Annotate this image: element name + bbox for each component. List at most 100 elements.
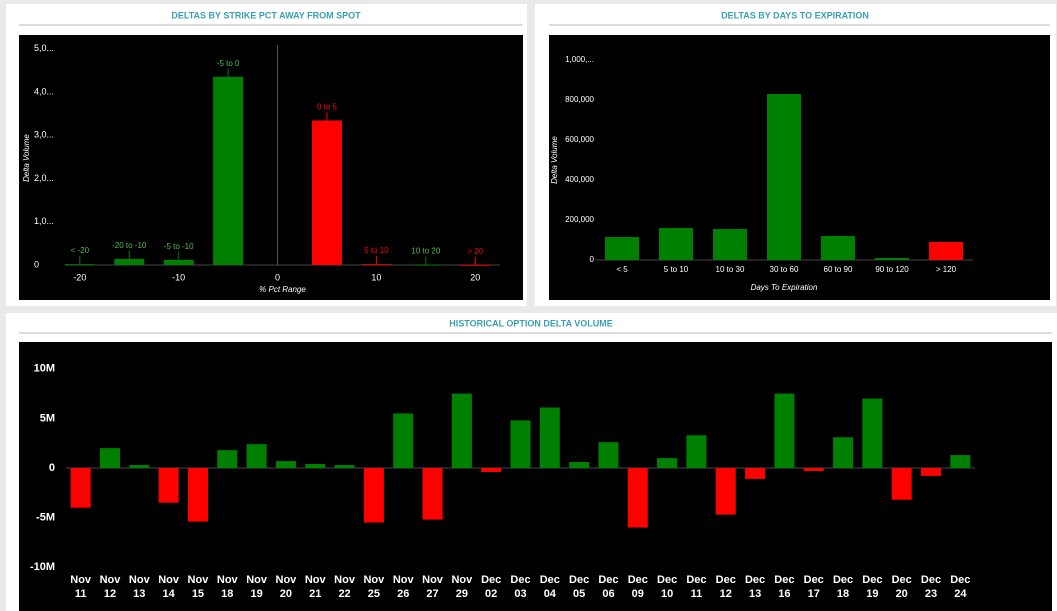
x-tick-label-line: 25 <box>368 588 380 600</box>
y-tick-label: 1,0... <box>34 216 54 226</box>
x-tick-label: Dec 13 <box>745 574 765 600</box>
y-tick-label: 800,000 <box>565 95 594 104</box>
x-tick-label-line: 11 <box>691 588 703 600</box>
y-tick-label: 5,0... <box>34 43 54 53</box>
bar <box>305 464 326 468</box>
x-tick-label: 20 <box>470 272 480 282</box>
x-tick-label: 90 to 120 <box>875 265 909 274</box>
bar <box>481 467 502 472</box>
x-tick-label-line: Nov <box>70 574 92 586</box>
x-tick-label-line: 17 <box>808 588 820 600</box>
y-tick-label: 200,000 <box>565 215 594 224</box>
x-tick-label-line: Nov <box>276 574 298 586</box>
x-tick-label-line: 20 <box>896 588 908 600</box>
bar <box>929 242 963 260</box>
bar <box>803 467 824 471</box>
x-tick-label-line: 03 <box>514 588 526 600</box>
x-tick-label: -10 <box>172 272 185 282</box>
y-tick-label: -5M <box>36 511 55 523</box>
x-tick-label: Dec 11 <box>686 574 706 600</box>
x-tick-label: Nov 25 <box>363 574 385 600</box>
x-tick-label-line: 13 <box>749 588 761 600</box>
x-axis-label: % Pct Range <box>259 285 306 294</box>
y-axis-label: Delta Volume <box>22 134 31 182</box>
x-axis-label: Days To Expiration <box>751 283 818 292</box>
bar <box>393 413 414 468</box>
x-tick-label-line: Dec <box>950 574 970 586</box>
x-tick-label-line: 22 <box>338 588 350 600</box>
bar <box>334 465 355 468</box>
x-tick-label-line: 05 <box>573 588 585 600</box>
bar <box>774 393 795 468</box>
panel-title: HISTORICAL OPTION DELTA VOLUME <box>449 318 613 328</box>
x-tick-label: Nov 27 <box>422 574 444 600</box>
bar <box>451 393 472 468</box>
y-tick-label: 1,000,... <box>565 55 594 64</box>
x-tick-label-line: 26 <box>397 588 409 600</box>
bar <box>539 407 560 468</box>
bar <box>686 435 707 468</box>
bar <box>598 442 619 468</box>
x-tick-label: Nov 14 <box>158 574 180 600</box>
bar <box>213 76 244 266</box>
x-tick-label: Nov 18 <box>217 574 239 600</box>
x-tick-label: 10 <box>371 272 381 282</box>
y-axis-label: Delta Volume <box>550 136 559 184</box>
data-label: < -20 <box>71 246 90 255</box>
x-tick-label-line: Dec <box>774 574 794 586</box>
bar <box>657 458 678 468</box>
x-tick-label: Nov 12 <box>100 574 122 600</box>
bar <box>129 465 150 468</box>
x-tick-label-line: Dec <box>481 574 501 586</box>
x-tick-label-line: 06 <box>602 588 614 600</box>
x-tick-label-line: Dec <box>745 574 765 586</box>
x-tick-label: Nov 29 <box>451 574 473 600</box>
panel-title: DELTAS BY DAYS TO EXPIRATION <box>721 10 869 20</box>
data-label: -5 to -10 <box>164 242 194 251</box>
x-tick-label-line: Dec <box>833 574 853 586</box>
bar <box>715 467 736 515</box>
x-tick-label-line: Nov <box>422 574 444 586</box>
x-tick-label: Dec 18 <box>833 574 853 600</box>
x-tick-label: Dec 23 <box>921 574 941 600</box>
x-tick-label-line: Dec <box>628 574 648 586</box>
x-tick-label-line: 29 <box>456 588 468 600</box>
y-tick-label: 600,000 <box>565 135 594 144</box>
x-tick-label-line: Nov <box>305 574 327 586</box>
x-tick-label-line: Dec <box>598 574 618 586</box>
x-tick-label-line: 19 <box>250 588 262 600</box>
x-tick-label-line: Nov <box>158 574 180 586</box>
bar <box>460 264 491 266</box>
x-tick-label: Dec 19 <box>862 574 882 600</box>
bar <box>410 264 441 266</box>
x-tick-label: Nov 11 <box>70 574 92 600</box>
x-tick-label: Dec 09 <box>628 574 648 600</box>
x-tick-label-line: 18 <box>837 588 849 600</box>
y-tick-label: 0 <box>590 255 595 264</box>
bar <box>659 228 693 260</box>
bar <box>767 94 801 260</box>
x-tick-label-line: Nov <box>217 574 239 586</box>
bar <box>311 120 342 265</box>
x-tick-label-line: 10 <box>661 588 673 600</box>
data-label: 0 to 5 <box>317 103 338 112</box>
x-tick-label-line: 23 <box>925 588 937 600</box>
x-tick-label-line: Nov <box>393 574 415 586</box>
bar <box>99 448 120 468</box>
data-label: 5 to 10 <box>364 246 389 255</box>
x-tick-label: < 5 <box>616 265 628 274</box>
y-tick-label: 3,0... <box>34 130 54 140</box>
bar <box>163 259 194 265</box>
x-tick-label: 30 to 60 <box>770 265 799 274</box>
data-label: > 20 <box>467 247 483 256</box>
x-tick-label-line: Nov <box>451 574 473 586</box>
bar <box>246 444 267 468</box>
x-tick-label-line: Dec <box>686 574 706 586</box>
bar <box>862 398 883 468</box>
panel-title: DELTAS BY STRIKE PCT AWAY FROM SPOT <box>171 10 361 20</box>
x-tick-label-line: Nov <box>246 574 268 586</box>
y-tick-label: -10M <box>30 561 55 573</box>
bar <box>891 467 912 500</box>
x-tick-label: Dec 02 <box>481 574 501 600</box>
